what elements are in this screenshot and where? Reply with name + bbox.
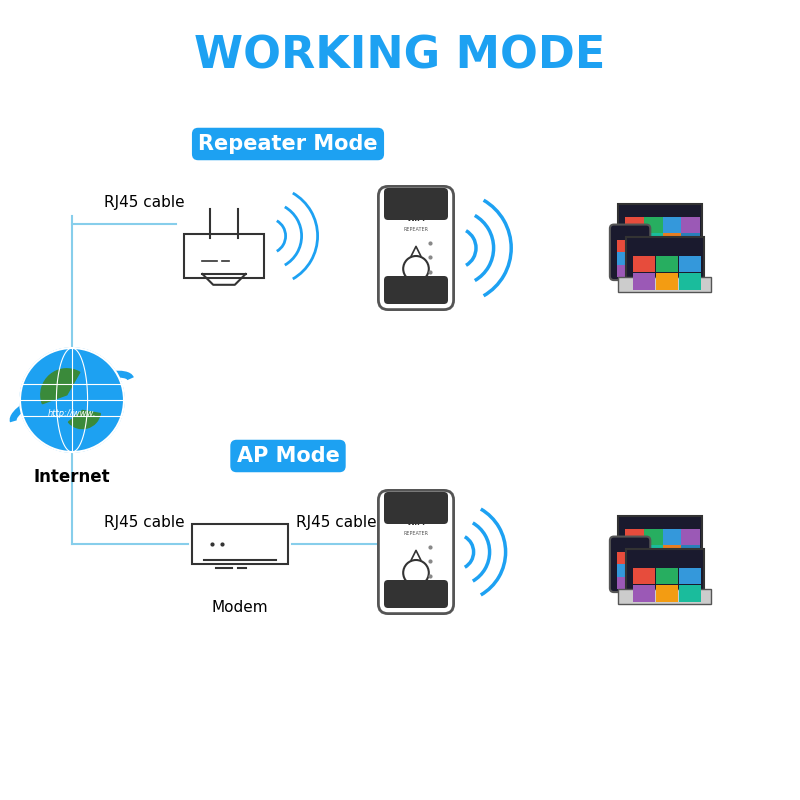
FancyBboxPatch shape [656, 256, 678, 273]
FancyBboxPatch shape [617, 240, 630, 252]
Text: RJ45 cable: RJ45 cable [104, 194, 185, 210]
FancyBboxPatch shape [679, 586, 701, 602]
FancyBboxPatch shape [682, 249, 700, 264]
FancyBboxPatch shape [626, 237, 704, 281]
FancyBboxPatch shape [626, 549, 704, 593]
FancyBboxPatch shape [626, 561, 644, 576]
FancyBboxPatch shape [656, 568, 678, 585]
FancyBboxPatch shape [644, 233, 662, 249]
FancyBboxPatch shape [384, 580, 448, 608]
FancyBboxPatch shape [682, 530, 700, 545]
FancyBboxPatch shape [617, 577, 630, 590]
FancyBboxPatch shape [644, 249, 662, 264]
FancyBboxPatch shape [617, 252, 630, 265]
FancyBboxPatch shape [617, 552, 630, 564]
FancyBboxPatch shape [384, 188, 448, 220]
FancyBboxPatch shape [633, 586, 655, 602]
Text: RJ45 cable: RJ45 cable [104, 514, 185, 530]
FancyBboxPatch shape [644, 561, 662, 576]
Wedge shape [69, 410, 100, 429]
FancyBboxPatch shape [626, 530, 644, 545]
FancyBboxPatch shape [626, 249, 644, 264]
FancyBboxPatch shape [384, 492, 448, 524]
Circle shape [20, 348, 124, 452]
Text: AP Mode: AP Mode [237, 446, 339, 466]
Wedge shape [41, 369, 80, 404]
FancyBboxPatch shape [630, 265, 643, 278]
FancyBboxPatch shape [679, 256, 701, 273]
FancyBboxPatch shape [662, 218, 682, 233]
FancyBboxPatch shape [633, 568, 655, 585]
FancyBboxPatch shape [662, 249, 682, 264]
Text: RJ45 cable: RJ45 cable [296, 514, 377, 530]
FancyBboxPatch shape [618, 589, 711, 604]
FancyBboxPatch shape [644, 530, 662, 545]
FancyBboxPatch shape [617, 265, 630, 278]
FancyBboxPatch shape [656, 274, 678, 290]
FancyBboxPatch shape [633, 256, 655, 273]
FancyBboxPatch shape [610, 537, 650, 592]
Text: Modem: Modem [212, 600, 268, 615]
FancyBboxPatch shape [618, 277, 711, 292]
FancyBboxPatch shape [644, 218, 662, 233]
FancyBboxPatch shape [682, 545, 700, 561]
FancyBboxPatch shape [630, 240, 643, 252]
FancyBboxPatch shape [662, 561, 682, 576]
FancyBboxPatch shape [682, 561, 700, 576]
FancyBboxPatch shape [630, 577, 643, 590]
FancyBboxPatch shape [626, 233, 644, 249]
Text: WiFi: WiFi [406, 214, 426, 223]
Text: http://www.: http://www. [48, 409, 96, 418]
Text: Internet: Internet [34, 468, 110, 486]
Text: Repeater Mode: Repeater Mode [198, 134, 378, 154]
FancyBboxPatch shape [682, 218, 700, 233]
FancyBboxPatch shape [626, 545, 644, 561]
Text: REPEATER: REPEATER [403, 530, 429, 536]
FancyBboxPatch shape [633, 274, 655, 290]
FancyBboxPatch shape [682, 233, 700, 249]
FancyBboxPatch shape [626, 218, 644, 233]
FancyBboxPatch shape [192, 524, 288, 564]
FancyBboxPatch shape [630, 552, 643, 564]
FancyBboxPatch shape [644, 545, 662, 561]
FancyBboxPatch shape [384, 276, 448, 304]
FancyBboxPatch shape [610, 225, 650, 280]
FancyBboxPatch shape [679, 274, 701, 290]
Text: REPEATER: REPEATER [403, 226, 429, 232]
FancyBboxPatch shape [184, 234, 264, 278]
FancyBboxPatch shape [378, 186, 454, 310]
FancyBboxPatch shape [662, 530, 682, 545]
FancyBboxPatch shape [378, 490, 454, 614]
FancyBboxPatch shape [679, 568, 701, 585]
FancyBboxPatch shape [662, 233, 682, 249]
FancyBboxPatch shape [630, 564, 643, 577]
Text: WORKING MODE: WORKING MODE [194, 34, 606, 78]
FancyBboxPatch shape [617, 564, 630, 577]
FancyBboxPatch shape [662, 545, 682, 561]
Text: WiFi: WiFi [406, 518, 426, 527]
FancyBboxPatch shape [656, 586, 678, 602]
FancyBboxPatch shape [618, 516, 702, 578]
FancyBboxPatch shape [630, 252, 643, 265]
FancyBboxPatch shape [618, 204, 702, 266]
